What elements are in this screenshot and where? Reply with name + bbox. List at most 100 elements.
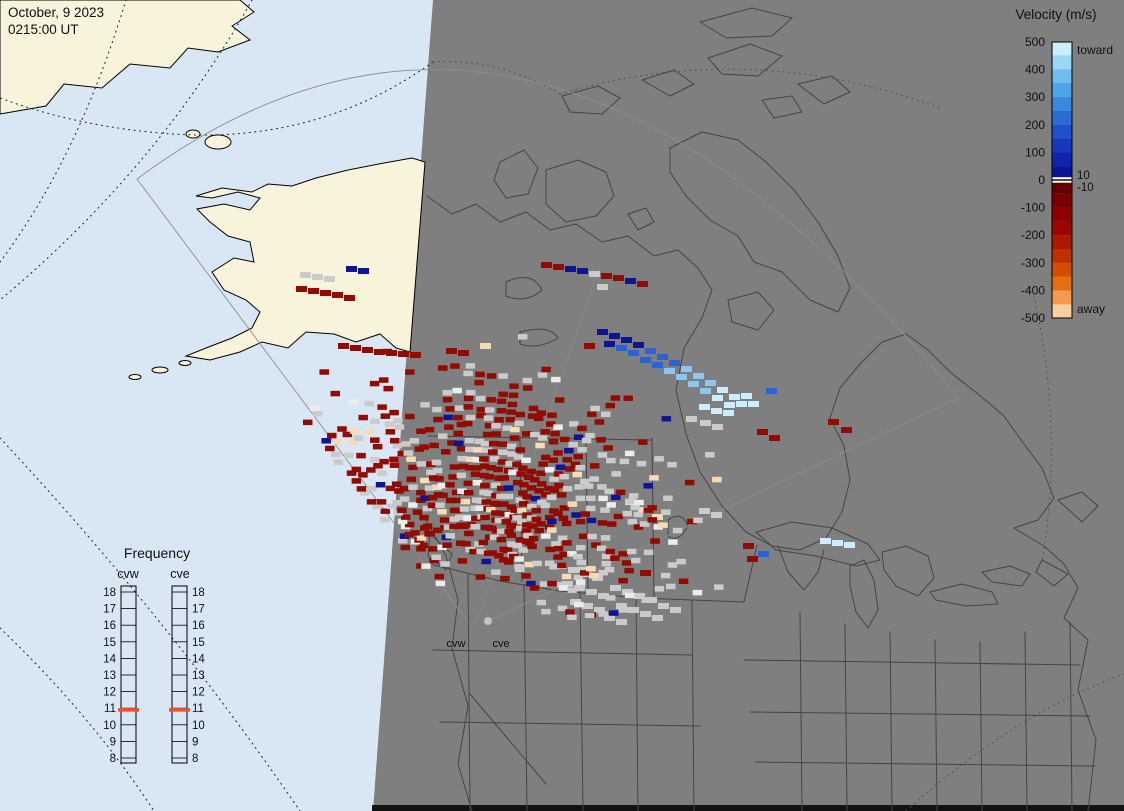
- velocity-cell: [459, 506, 470, 512]
- velocity-cell: [486, 397, 496, 403]
- velocity-cell: [618, 551, 629, 557]
- velocity-cell: [360, 490, 370, 496]
- velocity-cell: [589, 463, 600, 469]
- velocity-colorbar-block: [1052, 42, 1072, 56]
- velocity-cell: [658, 522, 668, 528]
- velocity-tick-label: 200: [1025, 118, 1045, 132]
- velocity-cell: [560, 436, 570, 443]
- velocity-cell: [652, 514, 663, 520]
- velocity-cell: [547, 527, 557, 533]
- velocity-cell: [606, 502, 616, 508]
- velocity-cell: [470, 471, 481, 477]
- velocity-cell: [427, 502, 438, 509]
- velocity-cell: [434, 573, 444, 580]
- velocity-cell: [530, 432, 540, 438]
- velocity-cell: [463, 515, 473, 521]
- velocity-cell: [300, 272, 311, 278]
- velocity-cell: [586, 589, 597, 595]
- velocity-cell: [606, 521, 617, 527]
- velocity-cell: [389, 462, 400, 468]
- frequency-bar-cvw: [120, 585, 137, 764]
- velocity-cell: [350, 345, 361, 351]
- velocity-cell: [443, 524, 454, 531]
- velocity-cell: [484, 473, 495, 480]
- velocity-cell: [597, 284, 608, 290]
- velocity-cell: [608, 610, 619, 616]
- velocity-cell: [600, 507, 610, 513]
- velocity-cell: [670, 607, 681, 613]
- coastline-james-bay: [777, 545, 825, 591]
- velocity-cell: [643, 483, 653, 489]
- velocity-cell: [515, 497, 525, 503]
- velocity-cell: [398, 351, 409, 357]
- velocity-cell: [453, 414, 463, 421]
- velocity-cell: [577, 268, 588, 274]
- velocity-cell: [628, 350, 639, 356]
- velocity-cell: [534, 488, 544, 494]
- velocity-cell: [498, 557, 509, 563]
- velocity-cell: [487, 550, 498, 556]
- velocity-cell: [389, 456, 399, 463]
- velocity-cell: [337, 426, 347, 432]
- velocity-cell: [456, 421, 467, 428]
- velocity-cell: [557, 535, 568, 542]
- velocity-cell: [483, 415, 494, 421]
- velocity-cell: [536, 470, 546, 477]
- velocity-cell: [711, 512, 722, 518]
- velocity-cell: [604, 615, 615, 621]
- velocity-cell: [513, 454, 524, 460]
- velocity-cell: [748, 401, 759, 407]
- velocity-cell: [391, 481, 402, 487]
- velocity-legend: Velocity (m/s) 500 400 300 200 100 0 -100 -200 -…: [1015, 7, 1113, 325]
- velocity-cell: [406, 476, 417, 483]
- velocity-cell: [506, 504, 517, 510]
- velocity-cell: [604, 566, 615, 573]
- velocity-cell: [741, 393, 752, 399]
- velocity-cell: [565, 466, 575, 472]
- velocity-cell: [628, 607, 639, 613]
- velocity-cell: [399, 496, 410, 502]
- velocity-cell: [661, 509, 671, 515]
- velocity-cell: [356, 486, 367, 492]
- velocity-colorbar-block: [1052, 152, 1072, 167]
- velocity-cell: [344, 452, 354, 459]
- velocity-cell: [589, 271, 600, 277]
- velocity-cell: [619, 458, 630, 465]
- velocity-cell: [497, 441, 508, 447]
- velocity-cell: [370, 437, 380, 443]
- date-label: October, 9 2023: [8, 5, 104, 20]
- velocity-cell: [613, 275, 624, 281]
- velocity-cell: [637, 281, 648, 287]
- velocity-cell: [526, 468, 536, 475]
- velocity-tick-label: -400: [1021, 283, 1045, 297]
- velocity-cell: [486, 465, 496, 471]
- velocity-colorbar-block: [1052, 97, 1072, 111]
- frequency-tick-label: 9: [192, 736, 198, 748]
- velocity-cell: [577, 425, 587, 432]
- velocity-cell: [442, 542, 452, 548]
- velocity-cell: [518, 501, 529, 507]
- velocity-cell: [470, 523, 480, 530]
- velocity-cell: [358, 472, 368, 478]
- velocity-cell: [424, 485, 435, 491]
- velocity-cell: [559, 551, 570, 558]
- velocity-cell: [586, 517, 597, 524]
- velocity-cell: [440, 449, 451, 455]
- velocity-cell: [389, 409, 399, 416]
- velocity-cell: [456, 446, 467, 452]
- velocity-colorbar-block: [1052, 290, 1072, 305]
- velocity-cell: [465, 446, 475, 453]
- velocity-cell: [362, 347, 373, 353]
- frequency-tick-label: 13: [103, 670, 116, 682]
- velocity-cell: [475, 395, 486, 402]
- velocity-cell: [565, 609, 575, 615]
- velocity-cell: [428, 546, 438, 552]
- velocity-cell: [549, 476, 559, 482]
- velocity-cell: [558, 515, 569, 522]
- velocity-cell: [615, 489, 626, 496]
- velocity-cell: [565, 266, 576, 272]
- velocity-cell: [491, 569, 501, 575]
- velocity-cell: [596, 437, 606, 443]
- velocity-cell: [403, 450, 414, 456]
- velocity-cell: [712, 424, 723, 430]
